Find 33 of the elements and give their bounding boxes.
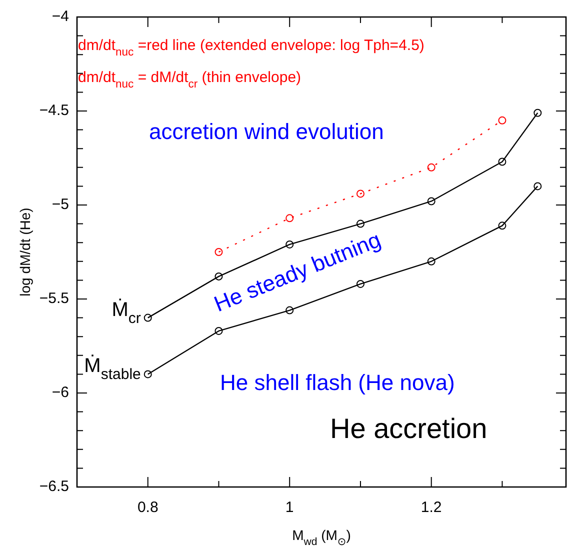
point — [286, 306, 294, 314]
annotation: He steady butning — [210, 226, 384, 317]
point — [356, 280, 364, 288]
y-tick-label: −4 — [52, 8, 69, 26]
annotation: He shell flash (He nova) — [220, 370, 455, 395]
point — [356, 190, 364, 198]
point — [427, 163, 436, 172]
point — [534, 108, 542, 117]
annotation: accretion wind evolution — [149, 119, 384, 144]
annotation: He accretion — [330, 413, 488, 444]
point — [286, 214, 294, 222]
y-tick-label: −5 — [52, 196, 69, 214]
y-tick-label: −6 — [52, 384, 69, 402]
y-axis-title: log dM/dt (He) — [17, 208, 33, 296]
point — [144, 314, 152, 322]
point — [498, 158, 506, 166]
point — [214, 248, 223, 256]
y-tick-label: −4.5 — [39, 102, 69, 120]
x-tick-label: 1 — [285, 499, 294, 516]
point — [144, 370, 152, 378]
x-tick-label: 0.8 — [137, 499, 158, 516]
x-tick-label: 1.2 — [420, 499, 442, 516]
point — [498, 116, 506, 124]
y-tick-label: −6.5 — [39, 478, 69, 496]
point — [286, 240, 294, 248]
point — [214, 272, 223, 280]
point — [427, 257, 436, 266]
point — [356, 220, 364, 228]
point — [498, 222, 506, 230]
point — [427, 197, 436, 206]
point — [214, 326, 223, 335]
y-tick-label: −5.5 — [39, 290, 69, 308]
point — [534, 182, 542, 190]
